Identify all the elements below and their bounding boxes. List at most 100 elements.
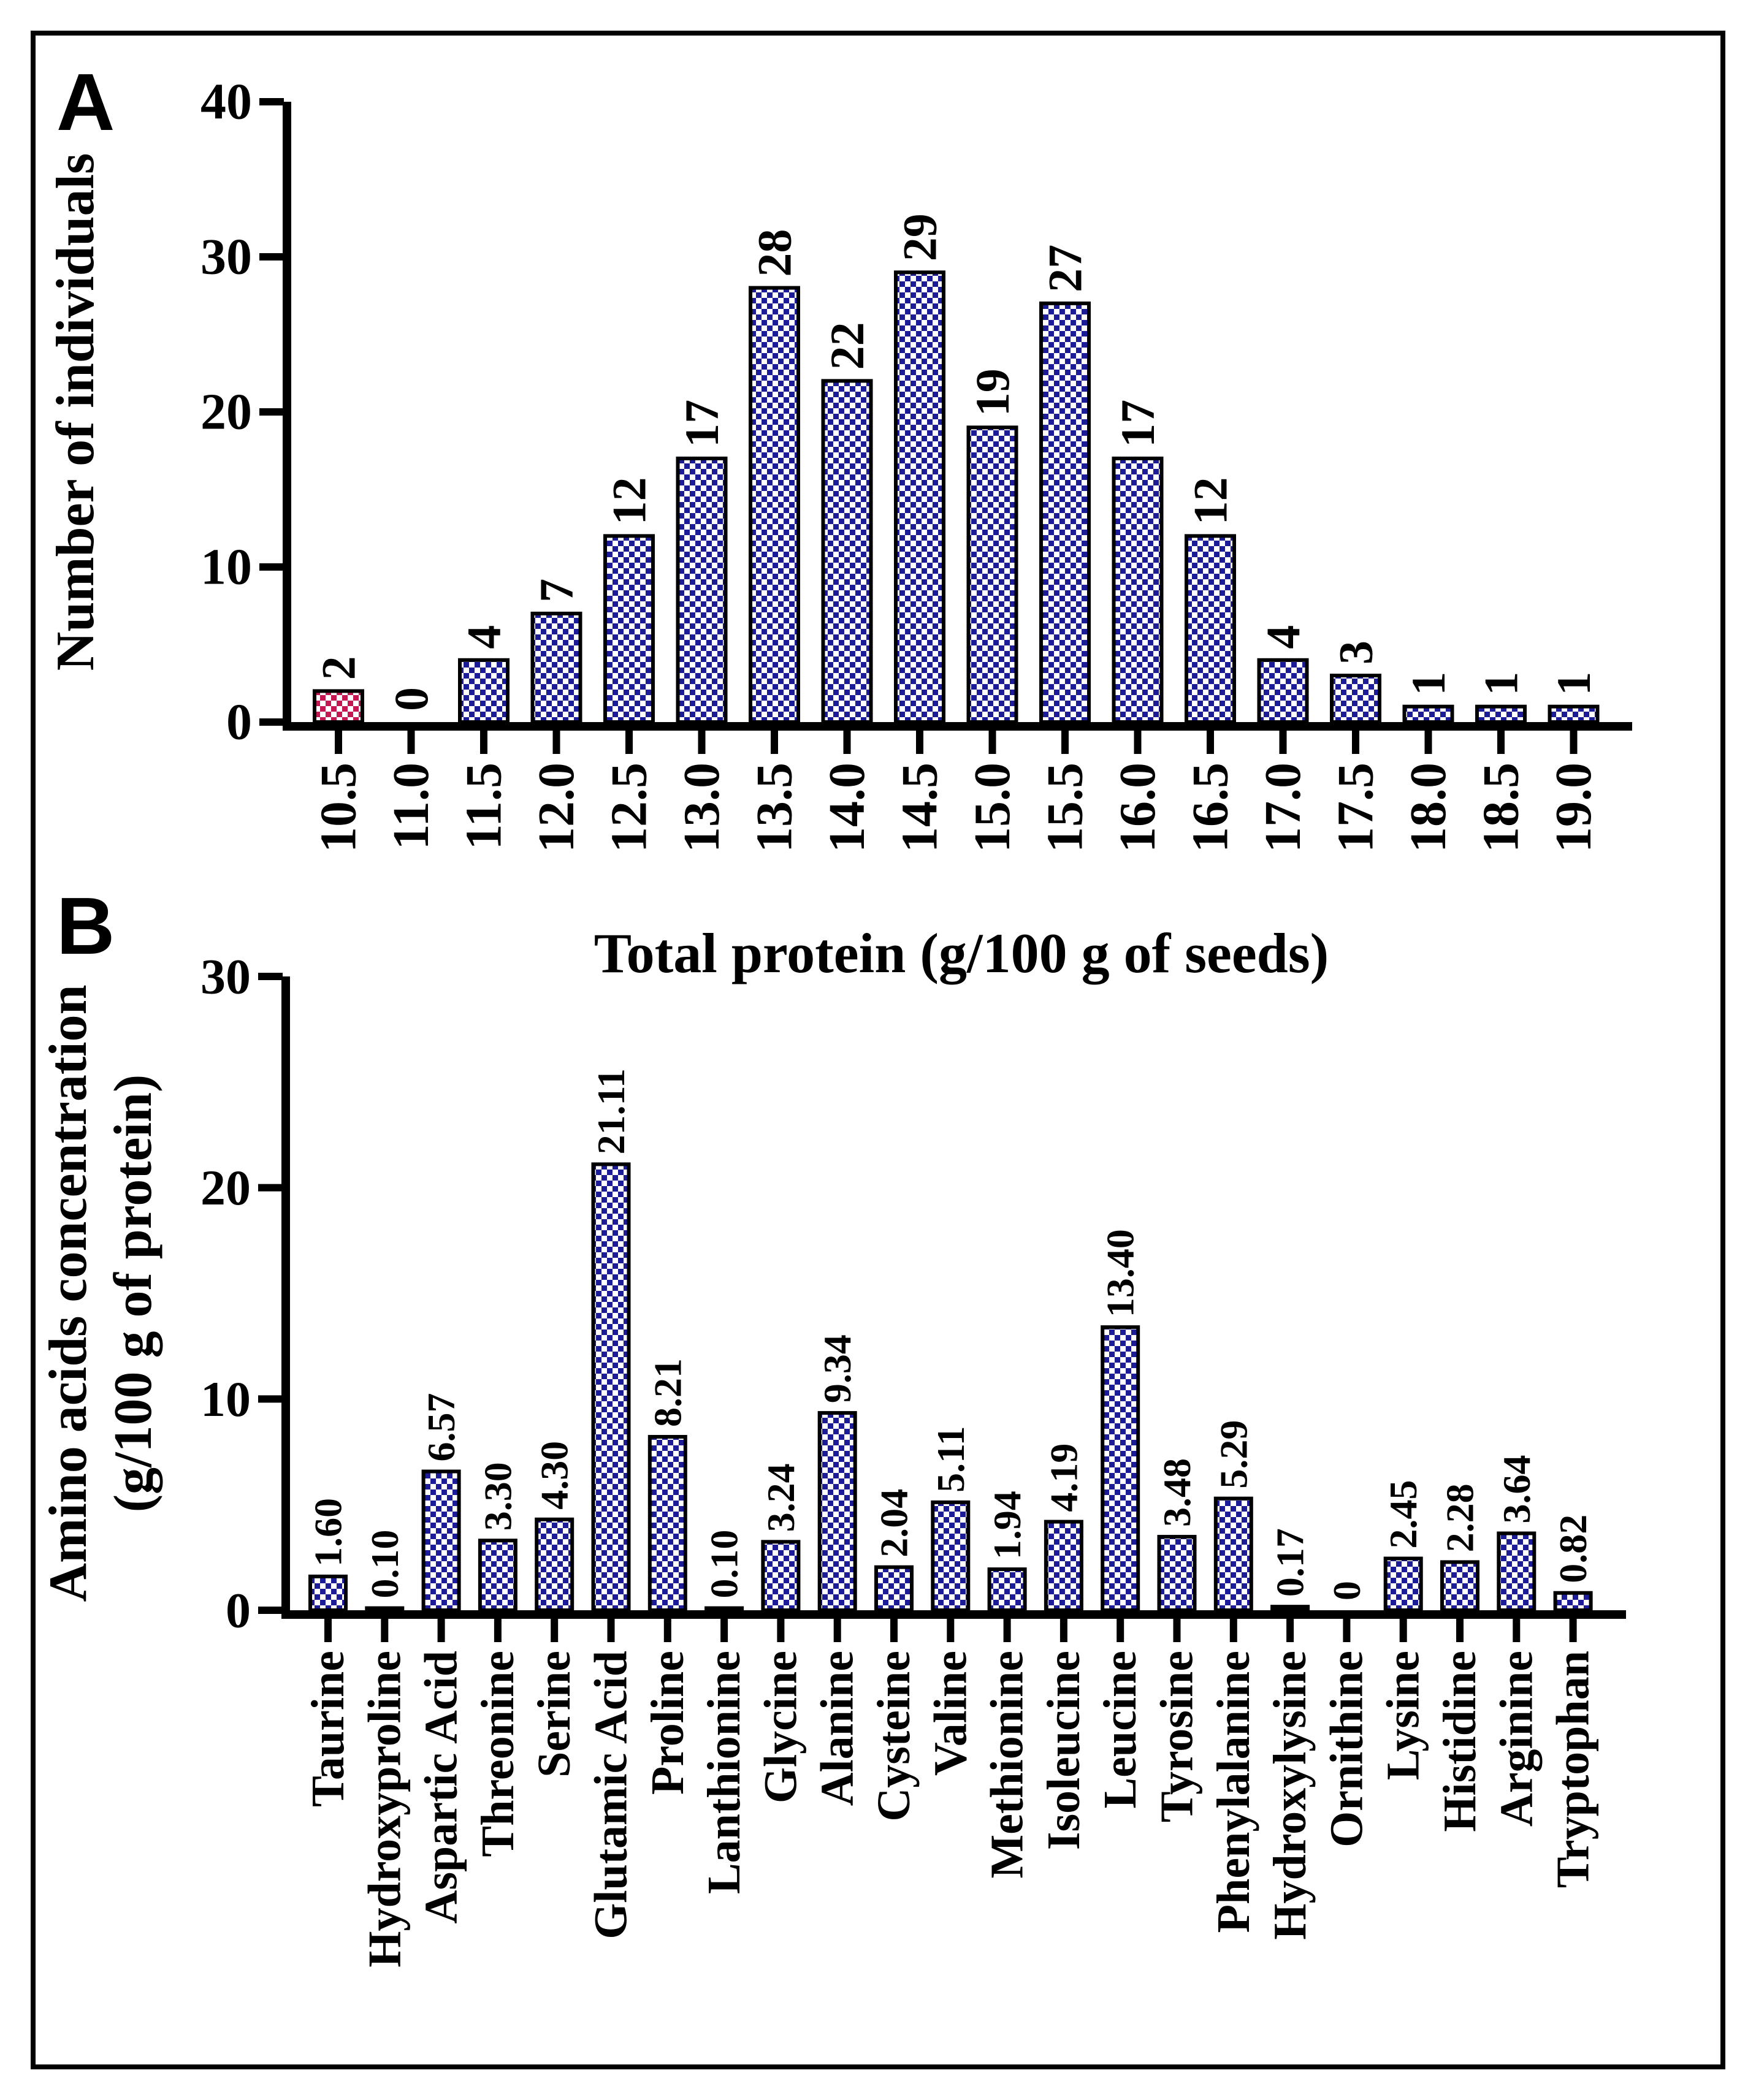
x-tick-label: 16.0 [1109,763,1166,853]
bar-value-label: 21.11 [589,1068,633,1154]
bar [966,425,1018,724]
panel-a-x-axis-title: Total protein (g/100 g of seeds) [594,922,1329,984]
x-tick-label: Threonine [472,1651,524,1857]
bar [761,1540,801,1612]
bar-value-label: 2.28 [1438,1483,1482,1552]
x-tick-label: 13.0 [673,763,730,853]
bar [365,1606,405,1612]
bar [874,1565,914,1612]
bar-value-label: 12 [603,477,656,525]
y-tick-label: 20 [200,1160,251,1215]
y-tick-label: 10 [200,539,252,596]
x-tick-label: 19.0 [1545,763,1602,853]
bar [647,1435,687,1612]
bar-value-label: 0.10 [703,1530,746,1599]
x-tick-label: Serine [529,1651,580,1778]
bar-value-label: 1.94 [985,1491,1029,1559]
x-tick-label: 18.0 [1400,763,1457,853]
bar [530,611,582,725]
bar [749,286,800,725]
bar [817,1411,857,1612]
x-tick-label: 13.5 [746,763,803,853]
bar-value-label: 7 [530,579,583,603]
bar [676,456,728,725]
bar-value-label: 0.10 [363,1530,407,1599]
bar-value-label: 3.64 [1495,1455,1538,1524]
bar-value-label: 5.11 [929,1426,972,1492]
bar [894,270,945,724]
panel-b-plot: 0 10 20 30 Taurine 1.60 Hydroxyproline 0.10 Aspa… [200,949,1626,1968]
bar [1157,1535,1197,1612]
x-tick-label: 14.5 [891,763,949,853]
x-tick-label: Valine [925,1651,976,1776]
y-tick-label: 0 [226,1583,251,1638]
x-tick-label: Arginine [1491,1651,1542,1827]
bar [1383,1556,1423,1612]
bar [421,1469,461,1612]
bar-value-label: 4.30 [533,1441,576,1510]
bar-value-label: 2.04 [872,1489,916,1558]
bar [1101,1325,1140,1613]
bar-value-label: 22 [820,322,874,370]
bar-value-label: 2 [312,656,365,680]
panel-a-plot: 0 10 20 30 40 10.5 2 11.0 0 11.5 4 12.0 7 12.5 12 13.0 1… [200,74,1632,853]
bar [478,1539,517,1613]
bar [987,1567,1027,1613]
bar [1440,1560,1479,1613]
panel-a-letter: A [56,57,115,147]
bar-value-label: 3.30 [476,1462,519,1531]
bar-value-label: 0 [384,687,438,711]
x-tick-label: 15.0 [964,763,1021,853]
bar [1402,704,1454,724]
bar-value-label: 3.48 [1155,1458,1199,1527]
panel-b-y-axis-title-line2: (g/100 g of protein) [104,1075,163,1513]
bar [704,1606,744,1612]
bar-value-label: 1 [1547,672,1600,696]
panel-b-y-axis-title-line1: Amino acids concentration [39,984,98,1602]
bar-value-label: 1.60 [307,1498,350,1567]
x-tick-label: Histidine [1434,1651,1486,1832]
x-tick-label: 18.5 [1473,763,1530,853]
figure-border [31,31,1725,2069]
y-tick-label: 30 [200,229,252,286]
bar-value-label: 4 [457,625,511,649]
bar [1112,456,1164,725]
x-tick-label: Alanine [812,1651,863,1806]
bar [591,1162,631,1612]
x-tick-label: Leucine [1094,1651,1146,1809]
x-tick-label: Lanthionine [698,1651,750,1894]
x-tick-label: Methionine [982,1651,1033,1879]
bar [1553,1591,1593,1612]
x-tick-label: 10.5 [310,763,367,853]
x-tick-label: Ornithine [1321,1651,1372,1847]
x-tick-label: Phenylalanine [1208,1651,1259,1933]
x-tick-label: Hydroxylysine [1264,1651,1316,1940]
bar-value-label: 0.17 [1269,1528,1312,1597]
bar-value-label: 4.19 [1042,1444,1085,1512]
bar-value-label: 9.34 [815,1334,859,1403]
y-tick-label: 30 [200,949,251,1005]
bar-value-label: 1 [1402,672,1455,696]
bar [1185,534,1236,725]
panel-b-letter: B [56,881,115,971]
bar-value-label: 0 [1325,1581,1369,1600]
x-tick-label: Tyrosine [1151,1651,1203,1822]
bar [308,1574,348,1612]
bar [1044,1520,1083,1613]
bar-value-label: 3.24 [759,1463,803,1532]
x-tick-label: 14.0 [819,763,876,853]
x-tick-label: 11.5 [456,763,513,850]
bar [1497,1531,1536,1612]
y-tick-label: 10 [200,1371,251,1427]
bar [1548,704,1600,724]
bar [535,1517,575,1612]
bar-value-label: 29 [893,213,947,261]
x-tick-label: 17.0 [1254,763,1311,853]
bar-value-label: 19 [966,368,1019,416]
bar-value-label: 12 [1184,477,1237,525]
bar [603,534,655,725]
x-tick-label: Isoleucine [1038,1651,1090,1850]
bar-value-label: 8.21 [646,1358,689,1427]
x-tick-label: 17.5 [1327,763,1384,853]
